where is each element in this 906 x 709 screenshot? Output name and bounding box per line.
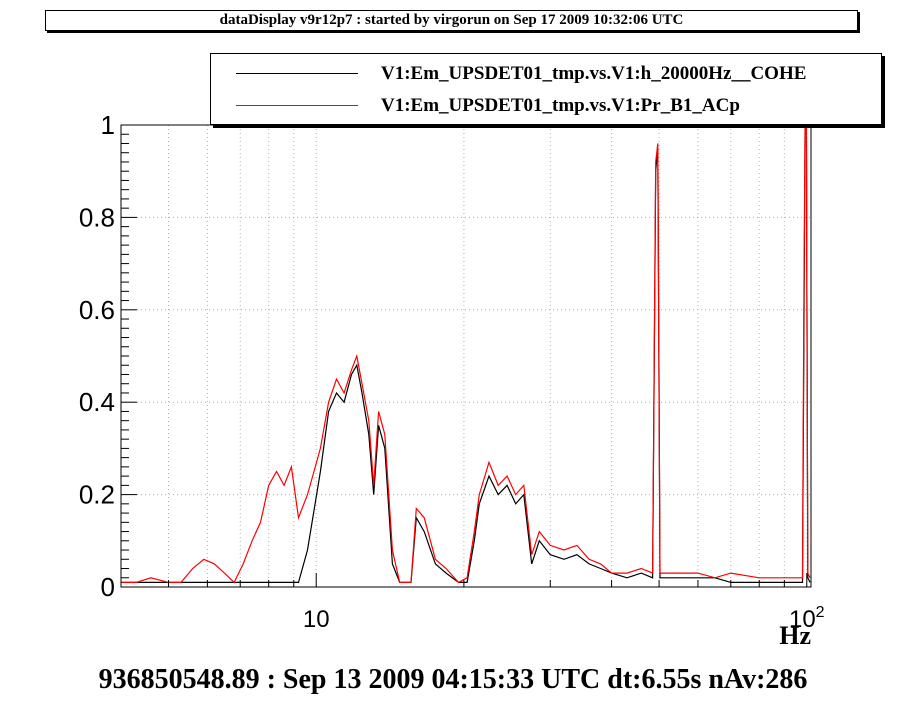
y-tick-label: 1 bbox=[101, 110, 115, 140]
y-tick-label: 0 bbox=[101, 572, 115, 602]
grid-layer bbox=[120, 125, 811, 587]
legend-label: V1:Em_UPSDET01_tmp.vs.V1:h_20000Hz__COHE bbox=[381, 63, 807, 84]
plot-frame bbox=[120, 124, 812, 588]
x-tick-label: 10 bbox=[303, 606, 330, 633]
series-layer bbox=[121, 124, 811, 584]
series-line-0 bbox=[121, 124, 811, 584]
y-tick-label: 0.4 bbox=[79, 387, 115, 417]
tick-layer bbox=[120, 124, 808, 588]
legend-label: V1:Em_UPSDET01_tmp.vs.V1:Pr_B1_ACp bbox=[381, 95, 740, 116]
legend-entry-coherence-pr: V1:Em_UPSDET01_tmp.vs.V1:Pr_B1_ACp bbox=[211, 94, 881, 118]
legend: V1:Em_UPSDET01_tmp.vs.V1:h_20000Hz__COHE… bbox=[210, 53, 882, 125]
y-tick-label: 0.2 bbox=[79, 480, 115, 510]
y-tick-label: 0.8 bbox=[79, 202, 115, 232]
y-tick-label: 0.6 bbox=[79, 295, 115, 325]
window-title: dataDisplay v9r12p7 : started by virgoru… bbox=[45, 10, 858, 31]
series-line-1 bbox=[121, 124, 811, 584]
footer-timestamp: 936850548.89 : Sep 13 2009 04:15:33 UTC … bbox=[98, 664, 808, 695]
legend-swatch-red bbox=[236, 105, 358, 106]
legend-swatch-black bbox=[236, 73, 358, 74]
legend-entry-coherence-h: V1:Em_UPSDET01_tmp.vs.V1:h_20000Hz__COHE bbox=[211, 62, 881, 86]
x-axis-label: Hz bbox=[779, 621, 811, 650]
